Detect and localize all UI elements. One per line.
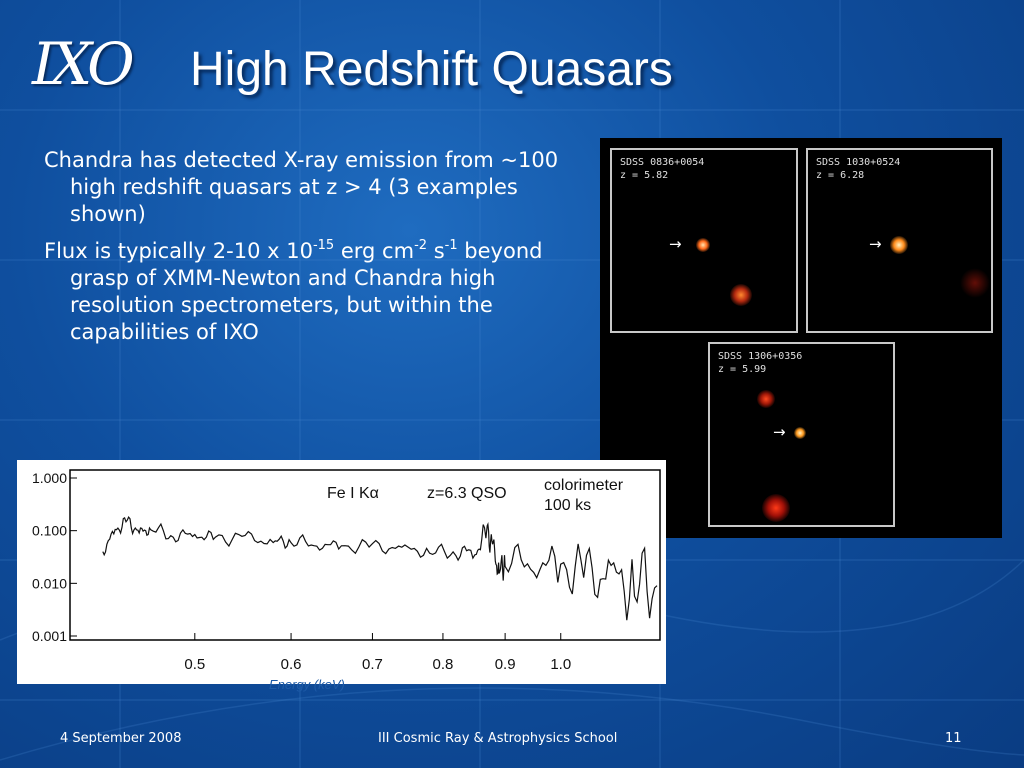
footer-event: III Cosmic Ray & Astrophysics School <box>378 731 618 746</box>
y-tick-label: 0.010 <box>32 575 67 591</box>
xray-images-panel: SDSS 0836+0054 z = 5.82 → SDSS 1030+0524… <box>600 138 1002 538</box>
quasar-source <box>696 238 710 252</box>
exposure-label: 100 ks <box>544 497 591 514</box>
image-0836-name: SDSS 0836+0054 <box>620 157 705 168</box>
spectrum-line <box>102 515 658 621</box>
x-tick-label: 0.5 <box>184 656 205 673</box>
footer-date: 4 September 2008 <box>60 731 182 746</box>
quasar-source <box>794 427 806 439</box>
image-frame-1306: SDSS 1306+0356 z = 5.99 → <box>708 342 895 527</box>
field-source <box>730 284 752 306</box>
bullet-flux: Flux is typically 2-10 x 10-15 erg cm-2 … <box>44 238 584 346</box>
y-tick-label: 0.100 <box>32 523 67 539</box>
arrow-icon: → <box>669 235 682 253</box>
x-tick-label: 0.7 <box>362 656 383 673</box>
quasar-source <box>890 236 908 254</box>
image-1306-name: SDSS 1306+0356 <box>718 351 803 362</box>
image-1030-name: SDSS 1030+0524 <box>816 157 901 168</box>
field-source <box>762 494 790 522</box>
x-tick-label: 0.6 <box>281 656 302 673</box>
flux-text-c: s <box>427 239 445 263</box>
spectrum-chart: 1.000 0.100 0.010 0.001 0.5 0.6 0.7 0.8 0.9 1.0 … <box>17 460 666 684</box>
image-frame-0836: SDSS 0836+0054 z = 5.82 → <box>610 148 798 333</box>
field-source <box>960 268 990 298</box>
instrument-label: colorimeter <box>544 477 624 494</box>
field-source <box>757 390 775 408</box>
x-tick-label: 1.0 <box>550 656 571 673</box>
image-frame-1030: SDSS 1030+0524 z = 6.28 → <box>806 148 993 333</box>
fe-line-label: Fe I Kα <box>327 485 379 502</box>
arrow-icon: → <box>869 235 882 253</box>
x-tick-label: 0.9 <box>495 656 516 673</box>
ixo-logo: IXO <box>32 30 135 98</box>
flux-text-d: beyond grasp of XMM-Newton and Chandra h… <box>70 239 543 344</box>
bullet-list: Chandra has detected X-ray emission from… <box>44 147 584 356</box>
y-tick-label: 1.000 <box>32 470 67 486</box>
arrow-icon: → <box>773 423 786 441</box>
image-1306-z: z = 5.99 <box>718 364 767 375</box>
slide-title: High Redshift Quasars <box>190 43 673 96</box>
image-1030-z: z = 6.28 <box>816 170 865 181</box>
x-tick-label: 0.8 <box>433 656 454 673</box>
s-exponent: -1 <box>444 238 458 253</box>
flux-exponent: -15 <box>312 238 335 253</box>
page-number: 11 <box>945 731 962 746</box>
plot-frame <box>69 469 661 641</box>
qso-label: z=6.3 QSO <box>427 485 507 502</box>
cm-exponent: -2 <box>414 238 428 253</box>
flux-text-b: erg cm <box>334 239 415 263</box>
flux-text-a: Flux is typically 2-10 x 10 <box>44 239 313 263</box>
image-0836-z: z = 5.82 <box>620 170 669 181</box>
bullet-detections: Chandra has detected X-ray emission from… <box>44 148 559 226</box>
y-tick-label: 0.001 <box>32 628 67 644</box>
x-axis-label: Energy (keV) <box>269 677 345 692</box>
